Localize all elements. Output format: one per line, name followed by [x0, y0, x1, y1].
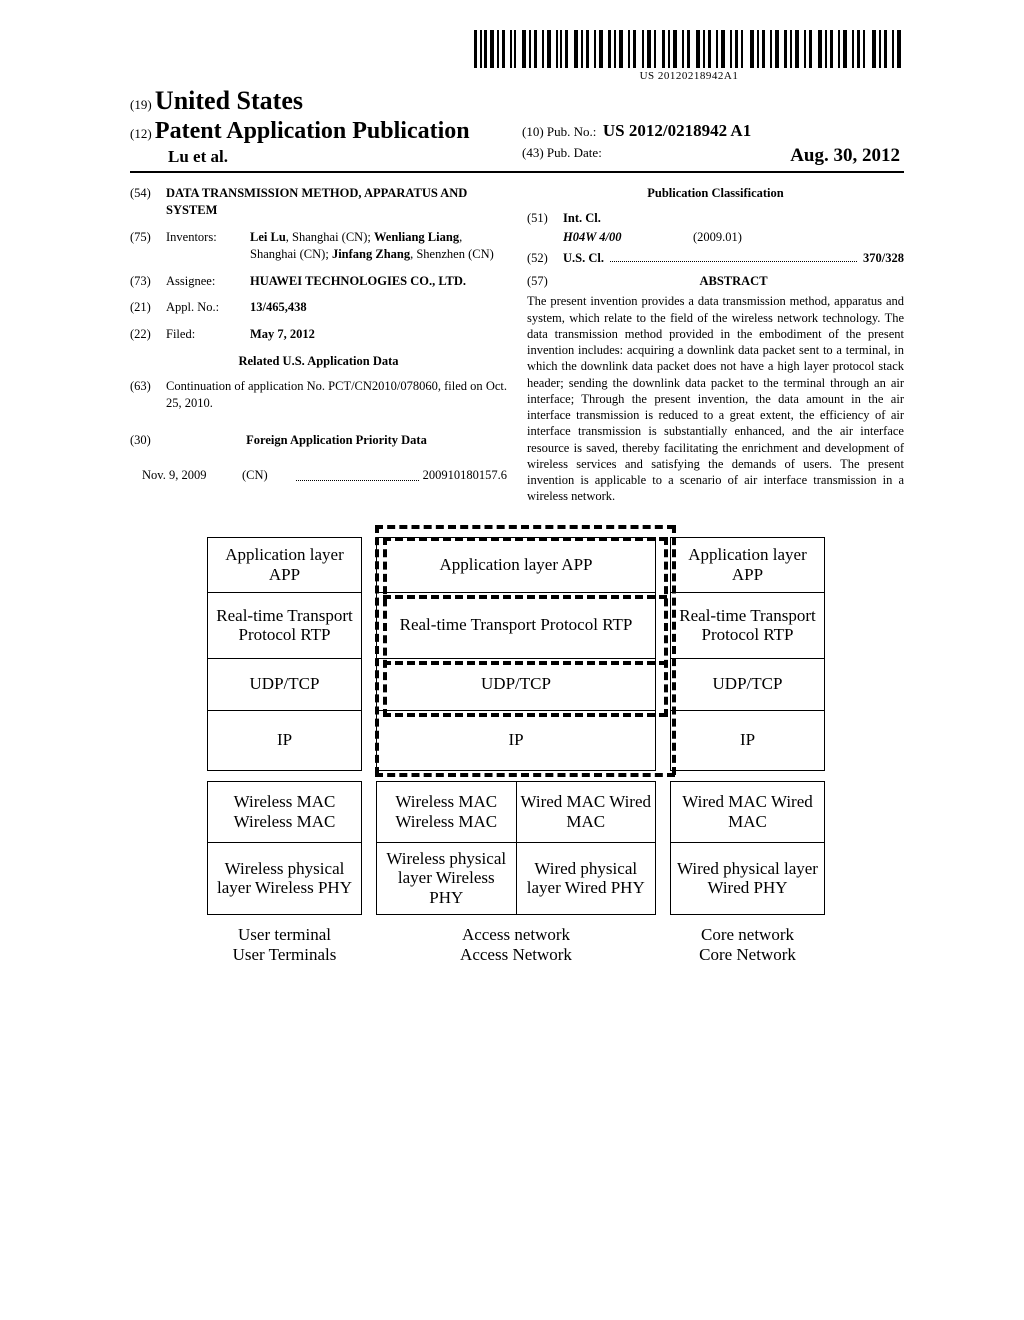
foreign-date: Nov. 9, 2009 [142, 467, 242, 484]
user-terminal-stack: Application layer APP Real-time Transpor… [207, 537, 362, 966]
filed-date: May 7, 2012 [250, 326, 507, 343]
barcode: US 20120218942A1 [474, 30, 904, 82]
barcode-number: US 20120218942A1 [474, 70, 904, 82]
code-43: (43) [522, 145, 544, 160]
assignee-label: Assignee: [166, 273, 250, 290]
intcl-symbol: H04W 4/00 [563, 229, 693, 246]
uscl-label: U.S. Cl. [563, 250, 604, 267]
country: United States [155, 86, 303, 115]
code-22: (22) [130, 326, 166, 343]
abstract-label: ABSTRACT [563, 273, 904, 290]
code-10: (10) [522, 124, 544, 139]
phy-layer: Wired physical layer Wired PHY [670, 843, 825, 915]
rtp-layer: Real-time Transport Protocol RTP [207, 593, 362, 659]
app-layer: Application layer APP [376, 537, 656, 593]
code-73: (73) [130, 273, 166, 290]
code-54: (54) [130, 185, 166, 219]
pub-no-label: Pub. No.: [547, 124, 596, 139]
header: (19) United States (12) Patent Applicati… [130, 86, 904, 173]
pub-date: Aug. 30, 2012 [790, 145, 900, 167]
foreign-priority-head: Foreign Application Priority Data [166, 432, 507, 449]
phy-layer: Wireless physical layer Wireless PHY [207, 843, 362, 915]
inventors: Lei Lu, Shanghai (CN); Wenliang Liang, S… [250, 229, 507, 263]
phy-wireless: Wireless physical layer Wireless PHY [376, 843, 517, 915]
bibliographic-data: (54) DATA TRANSMISSION METHOD, APPARATUS… [130, 185, 904, 505]
code-19: (19) [130, 97, 152, 112]
dots [296, 467, 419, 481]
mac-layer: Wireless MAC Wireless MAC [207, 781, 362, 843]
rtp-layer: Real-time Transport Protocol RTP [670, 593, 825, 659]
abstract-text: The present invention provides a data tr… [527, 293, 904, 504]
udp-layer: UDP/TCP [207, 659, 362, 711]
app-layer: Application layer APP [670, 537, 825, 593]
code-30: (30) [130, 432, 166, 457]
col3-label2: Core Network [670, 945, 825, 965]
foreign-app-no: 200910180157.6 [423, 467, 507, 484]
intcl-version: (2009.01) [693, 229, 742, 246]
pub-classification-head: Publication Classification [527, 185, 904, 202]
dots [610, 261, 857, 262]
col1-label1: User terminal [207, 925, 362, 945]
protocol-stack-figure: Application layer APP Real-time Transpor… [207, 537, 827, 966]
code-75: (75) [130, 229, 166, 263]
app-layer: Application layer APP [207, 537, 362, 593]
barcode-region: US 20120218942A1 [130, 30, 904, 84]
filed-label: Filed: [166, 326, 250, 343]
access-network-stack: Application layer APP Real-time Transpor… [376, 537, 656, 966]
intcl-label: Int. Cl. [563, 210, 601, 227]
code-51: (51) [527, 210, 563, 227]
uscl-value: 370/328 [863, 250, 904, 267]
related-app-head: Related U.S. Application Data [130, 353, 507, 370]
publication-type: Patent Application Publication [155, 118, 470, 144]
appl-no-label: Appl. No.: [166, 299, 250, 316]
code-12: (12) [130, 126, 152, 141]
col2-label1: Access network [376, 925, 656, 945]
authors: Lu et al. [168, 147, 512, 167]
foreign-country: (CN) [242, 467, 292, 484]
udp-layer: UDP/TCP [376, 659, 656, 711]
code-63: (63) [130, 378, 166, 422]
assignee: HUAWEI TECHNOLOGIES CO., LTD. [250, 273, 507, 290]
ip-layer: IP [376, 711, 656, 771]
ip-layer: IP [670, 711, 825, 771]
phy-wired: Wired physical layer Wired PHY [517, 843, 657, 915]
related-app-text: Continuation of application No. PCT/CN20… [166, 378, 507, 412]
appl-no: 13/465,438 [250, 299, 507, 316]
rtp-layer: Real-time Transport Protocol RTP [376, 593, 656, 659]
core-network-stack: Application layer APP Real-time Transpor… [670, 537, 825, 966]
col3-label1: Core network [670, 925, 825, 945]
col2-label2: Access Network [376, 945, 656, 965]
mac-layer: Wired MAC Wired MAC [670, 781, 825, 843]
pub-no: US 2012/0218942 A1 [603, 121, 751, 140]
code-52: (52) [527, 250, 563, 267]
ip-layer: IP [207, 711, 362, 771]
pub-date-label: Pub. Date: [547, 145, 602, 160]
mac-wireless: Wireless MAC Wireless MAC [376, 781, 517, 843]
code-57: (57) [527, 273, 563, 290]
inventors-label: Inventors: [166, 229, 250, 263]
col1-label2: User Terminals [207, 945, 362, 965]
mac-wired: Wired MAC Wired MAC [517, 781, 657, 843]
udp-layer: UDP/TCP [670, 659, 825, 711]
code-21: (21) [130, 299, 166, 316]
invention-title: DATA TRANSMISSION METHOD, APPARATUS AND … [166, 185, 507, 219]
